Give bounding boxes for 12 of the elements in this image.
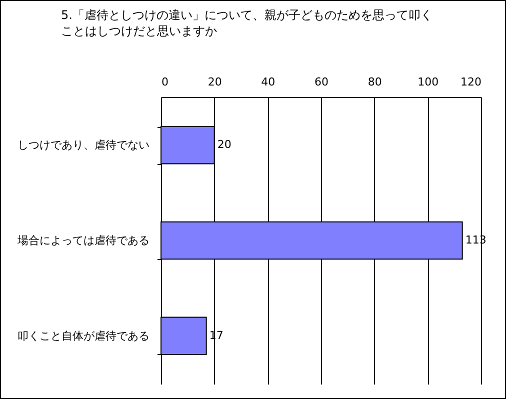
x-tick-label: 20 (208, 76, 222, 88)
x-tick-label: 60 (314, 76, 328, 88)
x-tick-label: 0 (162, 76, 168, 88)
x-tick-label: 100 (418, 76, 439, 88)
x-tick-label: 120 (460, 76, 482, 88)
y-tick-label: 叩くこと自体が虐待である (18, 329, 150, 342)
data-label: 20 (217, 138, 232, 152)
x-tick-label: 40 (261, 76, 276, 88)
chart-title: 5.「虐待としつけの違い」について、親が子どものためを思って叩くことはしつけだと思いますか (61, 8, 432, 38)
x-tick-label: 80 (368, 76, 382, 88)
y-tick-label: しつけであり、虐待でない (18, 138, 150, 152)
y-tick-label: 場合によっては虐待である (16, 234, 150, 247)
